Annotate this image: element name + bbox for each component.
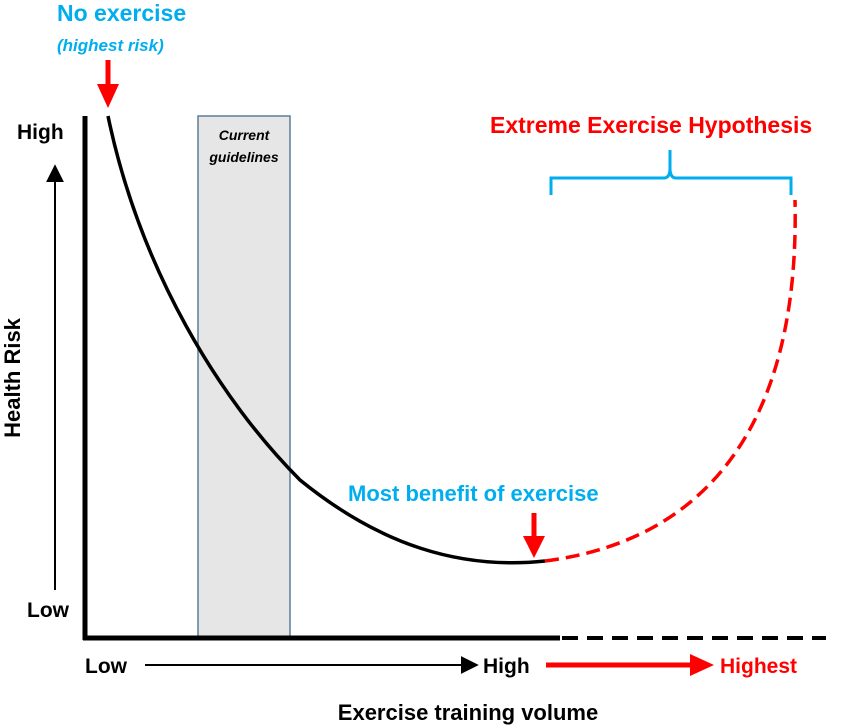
y-axis-low-label: Low	[27, 599, 70, 622]
x-axis-high-label: High	[483, 655, 530, 678]
risk-curve-dashed	[544, 199, 797, 563]
x-axis-red-arrow-head	[690, 654, 714, 676]
extreme-hypothesis-label: Extreme Exercise Hypothesis	[490, 112, 812, 138]
x-axis-highest-label: Highest	[720, 655, 797, 678]
y-axis-title: Health Risk	[0, 317, 25, 438]
risk-curve-solid	[106, 115, 546, 565]
x-axis-low-label: Low	[85, 655, 128, 678]
most-benefit-arrow-head	[523, 536, 545, 558]
guidelines-band	[197, 115, 291, 639]
x-axis-title: Exercise training volume	[338, 700, 598, 725]
extreme-hypothesis-brace	[549, 150, 793, 195]
highest-risk-label: (highest risk)	[57, 36, 164, 55]
guidelines-label-line2: guidelines	[208, 149, 278, 165]
y-axis-high-label: High	[17, 121, 64, 144]
no-exercise-label: No exercise	[57, 0, 186, 26]
guidelines-label-line1: Current	[219, 127, 271, 143]
most-benefit-label: Most benefit of exercise	[348, 481, 599, 506]
no-exercise-arrow-head	[97, 84, 119, 108]
